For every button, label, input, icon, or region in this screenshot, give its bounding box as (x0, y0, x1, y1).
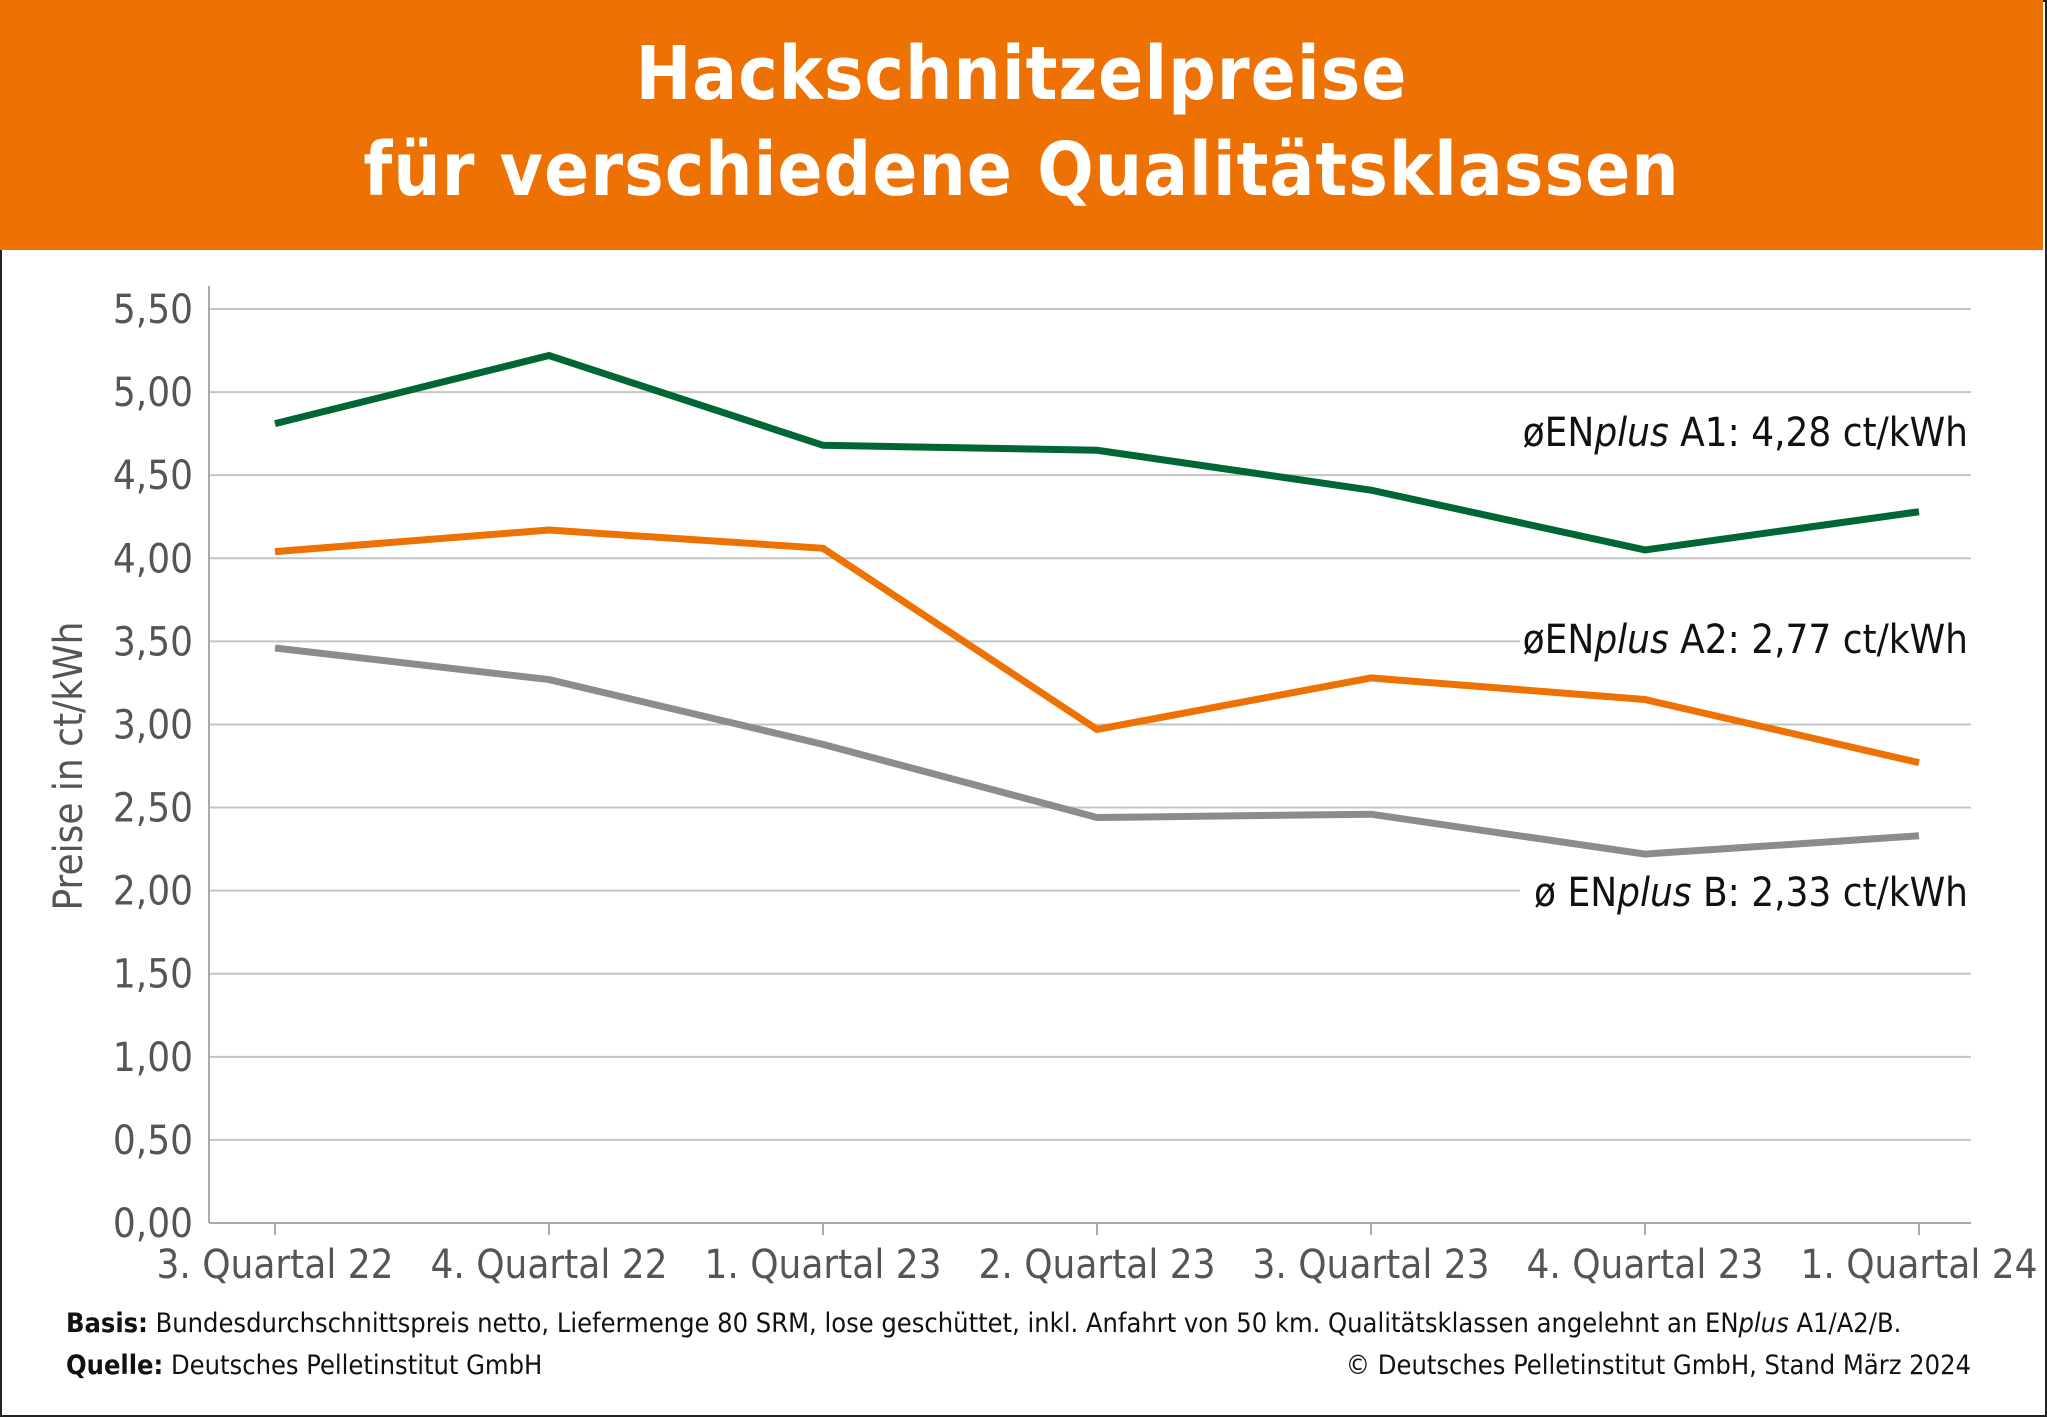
y-tick-label: 2,00 (113, 869, 193, 915)
x-tick-label: 1. Quartal 24 (1800, 1242, 2037, 1288)
chart-subtitle: für verschiedene Qualitätsklassen (363, 127, 1680, 213)
basis-end: A1/A2/B. (1788, 1308, 1902, 1339)
x-tick-label: 3. Quartal 22 (156, 1242, 393, 1288)
y-tick-label: 3,00 (113, 702, 193, 748)
y-tick-label: 3,50 (113, 619, 193, 665)
series-line-a1 (274, 351, 1920, 554)
chart-title: Hackschnitzelpreise (635, 31, 1408, 117)
annotation-value: A1: 4,28 ct/kWh (1669, 410, 1968, 456)
annotation-italic: plus (1593, 617, 1669, 663)
annotation-bg (1520, 864, 1971, 920)
y-tick-label: 2,50 (113, 786, 193, 832)
y-tick-label: 1,00 (113, 1035, 193, 1081)
annotation-prefix: øEN (1523, 410, 1595, 456)
annotation-italic: plus (1593, 410, 1669, 456)
basis-text: Bundesdurchschnittspreis netto, Lieferme… (147, 1308, 1739, 1339)
annotation-bg (1520, 404, 1971, 460)
basis-italic: plus (1738, 1308, 1789, 1339)
annotation-prefix: øEN (1523, 617, 1595, 663)
y-tick-label: 5,50 (113, 287, 193, 333)
y-tick-label: 4,50 (113, 453, 193, 499)
source-label: Quelle: (66, 1350, 164, 1381)
x-tick-label: 2. Quartal 23 (978, 1242, 1215, 1288)
footer-copyright: © Deutsches Pelletinstitut GmbH, Stand M… (1345, 1350, 1971, 1381)
series-annotation-a2: øENplus A2: 2,77 ct/kWh (1523, 617, 1968, 663)
y-tick-label: 1,50 (113, 952, 193, 998)
x-tick-label: 3. Quartal 23 (1252, 1242, 1489, 1288)
y-tick-label: 5,00 (113, 370, 193, 416)
basis-label: Basis: (66, 1308, 148, 1339)
series-annotation-a1: øENplus A1: 4,28 ct/kWh (1523, 410, 1968, 456)
series-annotation-b: ø ENplus B: 2,33 ct/kWh (1534, 870, 1968, 916)
source-text: Deutsches Pelletinstitut GmbH (163, 1350, 543, 1381)
y-tick-label: 0,50 (113, 1118, 193, 1164)
annotation-value: B: 2,33 ct/kWh (1692, 870, 1968, 916)
annotation-bg (1520, 611, 1971, 667)
footer-basis: Basis: Bundesdurchschnittspreis netto, L… (66, 1308, 1901, 1339)
series-line-b (274, 644, 1920, 858)
footer-source: Quelle: Deutsches Pelletinstitut GmbH (66, 1350, 542, 1381)
x-tick-label: 1. Quartal 23 (704, 1242, 941, 1288)
y-axis-label: Preise in ct/kWh (46, 622, 92, 911)
x-tick-label: 4. Quartal 22 (430, 1242, 667, 1288)
annotation-prefix: ø EN (1534, 870, 1617, 916)
annotation-italic: plus (1616, 870, 1692, 916)
y-tick-label: 0,00 (113, 1201, 193, 1247)
series-line-a2 (274, 526, 1920, 767)
x-tick-label: 4. Quartal 23 (1526, 1242, 1763, 1288)
chart-header: Hackschnitzelpreise für verschiedene Qua… (0, 0, 2043, 250)
y-tick-label: 4,00 (113, 536, 193, 582)
annotation-value: A2: 2,77 ct/kWh (1669, 617, 1968, 663)
